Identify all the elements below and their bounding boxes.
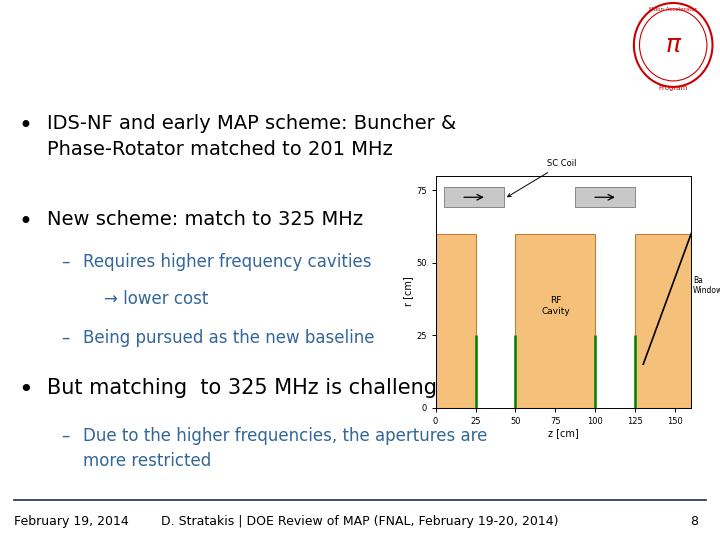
- Text: 8: 8: [690, 515, 698, 528]
- Text: Due to the higher frequencies, the apertures are
more restricted: Due to the higher frequencies, the apert…: [83, 427, 487, 470]
- Text: •: •: [18, 113, 32, 138]
- Bar: [444, 187, 504, 207]
- Text: But matching  to 325 MHz is challenging: But matching to 325 MHz is challenging: [47, 378, 469, 398]
- Text: Buncher & Phase-Rotator: Buncher & Phase-Rotator: [64, 36, 500, 64]
- Text: Program: Program: [659, 85, 688, 91]
- Text: –: –: [61, 427, 70, 445]
- Text: Being pursued as the new baseline: Being pursued as the new baseline: [83, 329, 374, 347]
- Bar: [436, 233, 475, 408]
- Bar: [516, 233, 595, 408]
- Text: IDS-NF and early MAP scheme: Buncher &
Phase-Rotator matched to 201 MHz: IDS-NF and early MAP scheme: Buncher & P…: [47, 113, 456, 159]
- Text: SC Coil: SC Coil: [508, 159, 577, 197]
- Bar: [635, 233, 691, 408]
- Text: –: –: [61, 329, 70, 347]
- Text: → lower cost: → lower cost: [104, 290, 209, 308]
- Text: New scheme: match to 325 MHz: New scheme: match to 325 MHz: [47, 210, 363, 228]
- Text: •: •: [18, 210, 32, 233]
- Text: Requires higher frequency cavities: Requires higher frequency cavities: [83, 253, 372, 271]
- Text: –: –: [61, 253, 70, 271]
- Bar: [575, 187, 635, 207]
- Y-axis label: r [cm]: r [cm]: [403, 276, 413, 307]
- Text: Ba
Window: Ba Window: [693, 276, 720, 295]
- X-axis label: z [cm]: z [cm]: [548, 429, 579, 438]
- Text: •: •: [18, 378, 32, 402]
- Text: Muon Accelerator: Muon Accelerator: [649, 8, 697, 12]
- Text: February 19, 2014: February 19, 2014: [14, 515, 129, 528]
- Text: $\pi$: $\pi$: [665, 33, 682, 57]
- Text: D. Stratakis | DOE Review of MAP (FNAL, February 19-20, 2014): D. Stratakis | DOE Review of MAP (FNAL, …: [161, 515, 559, 528]
- Text: RF
Cavity: RF Cavity: [541, 296, 570, 316]
